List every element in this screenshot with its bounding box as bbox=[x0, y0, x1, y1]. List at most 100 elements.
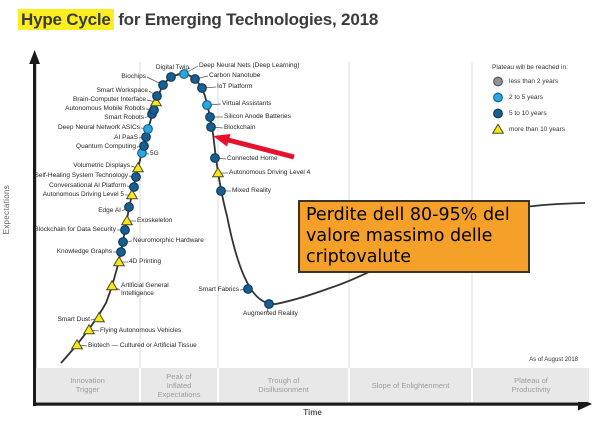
tech-point-marker bbox=[125, 188, 139, 200]
legend-item: 2 to 5 years bbox=[492, 91, 568, 103]
tech-point-marker bbox=[112, 255, 126, 267]
tech-label: AI PaaS bbox=[114, 134, 138, 141]
triangle-marker-icon bbox=[492, 123, 504, 134]
tech-point-marker bbox=[211, 166, 225, 178]
legend-items: less than 2 years 2 to 5 years 5 to 10 yea… bbox=[492, 75, 568, 135]
tech-label: Virtual Assistants bbox=[222, 100, 272, 107]
legend-title: Plateau will be reached in: bbox=[492, 64, 568, 71]
tech-label: Deep Neural Network ASICs bbox=[57, 124, 140, 131]
tech-point-marker bbox=[202, 100, 212, 110]
tech-point-marker bbox=[82, 323, 96, 335]
tech-point-marker bbox=[120, 214, 134, 226]
tech-point-marker bbox=[216, 186, 226, 196]
red-arrow-icon bbox=[213, 134, 295, 160]
tech-label: Quantum Computing bbox=[76, 143, 136, 150]
x-axis-label: Time bbox=[303, 408, 322, 417]
legend-item-label: 2 to 5 years bbox=[509, 93, 543, 101]
tech-point-marker bbox=[197, 83, 207, 93]
tech-point-marker bbox=[70, 338, 84, 350]
phase-band: Innovation Trigger Peak of Inflated Expec… bbox=[36, 368, 591, 402]
tech-label: Smart Dust bbox=[57, 316, 90, 323]
tech-label: Carbon Nanotube bbox=[209, 72, 261, 79]
tech-label: Biochips bbox=[121, 73, 146, 80]
tech-label: Smart Robots bbox=[104, 114, 144, 121]
phase-cell: Trough of Disillusionment bbox=[219, 368, 348, 402]
tech-label: Connected Home bbox=[227, 155, 278, 162]
tech-point-marker bbox=[243, 284, 253, 294]
light-marker-icon bbox=[493, 92, 503, 103]
tech-label: Autonomous Driving Level 5 bbox=[42, 191, 124, 198]
tech-point-marker bbox=[179, 69, 189, 79]
tech-point-marker bbox=[210, 153, 220, 163]
tech-label: Deep Neural Nets (Deep Learning) bbox=[199, 62, 300, 69]
tech-label: Flying Autonomous Vehicles bbox=[100, 327, 182, 334]
tech-label: Biotech — Cultured or Artificial Tissue bbox=[88, 342, 197, 349]
tech-label: Autonomous Driving Level 4 bbox=[229, 169, 311, 176]
tech-point-marker bbox=[124, 202, 134, 212]
phase-cell: Peak of Inflated Expectations bbox=[141, 368, 217, 402]
tech-label: Knowledge Graphs bbox=[56, 248, 112, 255]
annotation-text: Perdite dell 80-95% del valore massimo d… bbox=[306, 205, 510, 267]
tech-label: 5G bbox=[150, 150, 159, 157]
tech-point-marker bbox=[116, 247, 126, 257]
tech-label: Edge AI bbox=[98, 207, 121, 214]
legend-item-label: less than 2 years bbox=[509, 77, 559, 85]
legend-item: 5 to 10 years bbox=[492, 107, 568, 119]
tech-point-marker bbox=[131, 172, 141, 182]
tech-point-marker bbox=[190, 74, 200, 84]
tech-point-marker bbox=[149, 105, 159, 115]
legend-item-label: 5 to 10 years bbox=[509, 109, 547, 117]
tech-point-marker bbox=[206, 122, 216, 132]
tech-label: Augmented Reality bbox=[243, 310, 298, 317]
tech-point-marker bbox=[264, 299, 274, 309]
dark-marker-icon bbox=[493, 108, 503, 119]
title-rest: for Emerging Technologies, 2018 bbox=[113, 10, 379, 29]
tech-point-marker bbox=[105, 279, 119, 291]
annotation-box: Perdite dell 80-95% del valore massimo d… bbox=[298, 200, 530, 273]
tech-label: 4D Printing bbox=[129, 258, 162, 265]
tech-label: Mixed Reality bbox=[232, 187, 272, 194]
tech-label: Autonomous Mobile Robots bbox=[65, 105, 145, 112]
tech-point-marker bbox=[120, 225, 130, 235]
tech-label: Blockchain for Data Security bbox=[34, 226, 116, 233]
phase-cell: Plateau of Productivity bbox=[473, 368, 589, 402]
tech-point-marker bbox=[92, 311, 106, 323]
tech-label: Self-Healing System Technology bbox=[34, 172, 128, 179]
tech-point-marker bbox=[131, 161, 145, 173]
phase-cell: Innovation Trigger bbox=[36, 368, 139, 402]
legend-item: more than 10 years bbox=[492, 123, 568, 135]
legend-item: less than 2 years bbox=[492, 75, 568, 87]
tech-label: IoT Platform bbox=[217, 83, 253, 90]
tech-label: Artificial General Intelligence bbox=[121, 282, 169, 297]
tech-point-marker bbox=[152, 91, 162, 101]
tech-label: Brain-Computer Interface bbox=[73, 96, 146, 103]
page-title: Hype Cycle for Emerging Technologies, 20… bbox=[18, 9, 379, 30]
tech-point-marker bbox=[143, 124, 153, 134]
legend: Plateau will be reached in: less than 2 … bbox=[492, 64, 568, 139]
tech-markers bbox=[70, 69, 274, 350]
y-axis bbox=[29, 50, 40, 406]
tech-label: Blockchain bbox=[224, 124, 256, 131]
tech-point-marker bbox=[166, 72, 176, 82]
tech-label: Neuromorphic Hardware bbox=[133, 237, 204, 244]
tech-label: Smart Fabrics bbox=[198, 286, 239, 293]
tech-point-marker bbox=[158, 80, 168, 90]
tech-label: Smart Workspace bbox=[96, 87, 148, 94]
y-axis-label: Expectations bbox=[2, 185, 11, 235]
tech-label: Exoskeleton bbox=[137, 217, 173, 224]
tech-point-marker bbox=[141, 132, 151, 142]
tech-point-marker bbox=[139, 141, 149, 151]
title-highlight: Hype Cycle bbox=[18, 9, 114, 30]
tech-point-marker bbox=[129, 182, 139, 192]
phase-cell: Slope of Enlightenment bbox=[350, 368, 471, 402]
gray-marker-icon bbox=[493, 76, 503, 87]
tech-label: Silicon Anode Batteries bbox=[224, 113, 291, 120]
as-of-date: As of August 2018 bbox=[529, 357, 578, 363]
tech-label: Conversational AI Platform bbox=[49, 182, 126, 189]
tech-point-marker bbox=[118, 237, 128, 247]
legend-item-label: more than 10 years bbox=[509, 125, 566, 133]
tech-label: Digital Twin bbox=[155, 64, 189, 71]
tech-point-marker bbox=[149, 95, 163, 107]
tech-point-marker bbox=[205, 112, 215, 122]
